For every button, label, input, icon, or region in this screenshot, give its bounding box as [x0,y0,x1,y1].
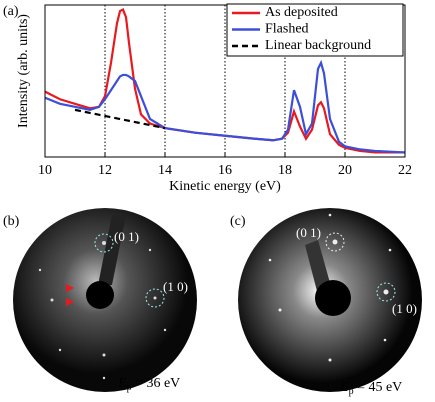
x-tick-label: 10 [38,163,52,178]
spot-label: (1 0) [392,301,417,316]
panel-label: (b) [3,214,20,229]
x-tick-label: 14 [158,163,172,178]
energy-label: Ep = 36 eV [117,376,180,393]
x-axis-label: Kinetic energy (eV) [169,179,281,194]
spot-label: (0 1) [296,225,321,240]
spot-label: (0 1) [114,229,139,244]
leed-image-b [13,208,197,392]
legend-label: Flashed [265,22,309,37]
x-tick-label: 20 [338,163,352,178]
x-tick-label: 12 [98,163,112,178]
panel-label: (a) [3,4,19,19]
panel-label: (c) [230,214,246,229]
y-axis-label: Intensity (arb. units) [16,14,31,128]
legend-label: Linear background [265,38,371,53]
x-tick-label: 18 [278,163,292,178]
x-tick-label: 22 [398,163,412,178]
x-tick-label: 16 [218,163,232,178]
spot-label: (1 0) [163,279,188,294]
leed-image-c [238,208,422,392]
energy-label: Ep = 45 eV [339,380,402,397]
line-series [74,108,166,130]
line-series [44,59,406,154]
legend-label: As deposited [265,5,338,20]
spectrum-chart: 10 12 14 16 18 20 22 Kinetic energy (eV) Intensi… [16,3,412,194]
plot-frame [44,4,406,158]
